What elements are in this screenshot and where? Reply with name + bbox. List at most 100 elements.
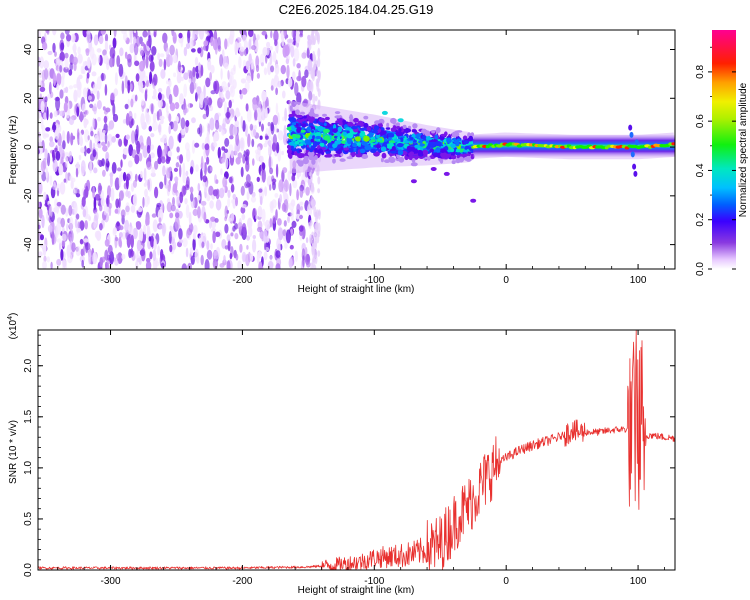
noise-speckle: [101, 190, 104, 200]
tone-blob: [289, 105, 293, 111]
noise-speckle: [168, 113, 172, 123]
noise-speckle: [64, 30, 70, 35]
tone-blob: [442, 153, 450, 160]
noise-speckle: [136, 140, 141, 155]
tone-blob: [291, 125, 295, 131]
noise-speckle: [274, 63, 280, 76]
noise-speckle: [265, 219, 270, 231]
noise-speckle: [59, 242, 62, 251]
noise-speckle: [269, 52, 273, 65]
noise-speckle: [104, 33, 109, 42]
noise-speckle: [166, 167, 172, 179]
tone-blob: [294, 141, 300, 145]
noise-speckle: [154, 186, 159, 199]
noise-speckle: [212, 38, 218, 51]
noise-speckle: [56, 258, 62, 266]
noise-speckle: [291, 174, 296, 182]
tone-blob: [431, 130, 436, 134]
noise-speckle: [143, 43, 147, 52]
noise-speckle: [249, 123, 254, 131]
noise-speckle: [282, 90, 286, 99]
noise-speckle: [229, 252, 233, 260]
noise-speckle: [100, 30, 106, 35]
noise-speckle: [235, 196, 238, 207]
noise-speckle: [204, 259, 210, 269]
noise-speckle: [239, 89, 242, 95]
noise-speckle: [68, 69, 73, 76]
colorbar-ticks: 0.0 0.2 0.4 0.6 0.8: [695, 46, 736, 276]
tone-blob: [303, 155, 309, 159]
noise-speckle: [246, 109, 252, 123]
noise-speckle: [230, 150, 234, 159]
noise-speckle: [80, 147, 85, 154]
noise-speckle: [160, 262, 165, 269]
noise-speckle: [230, 85, 236, 98]
noise-speckle: [206, 35, 211, 41]
noise-speckle: [51, 231, 55, 246]
noise-speckle: [78, 154, 82, 161]
noise-speckle: [174, 216, 180, 230]
spectrogram-y-tick-label: -20: [23, 188, 34, 203]
tone-blob: [422, 135, 427, 140]
noise-speckle: [104, 239, 110, 247]
noise-speckle: [173, 167, 179, 172]
noise-speckle: [304, 69, 309, 78]
noise-speckle: [185, 142, 190, 151]
noise-speckle: [253, 128, 257, 137]
noise-speckle: [140, 228, 144, 242]
noise-speckle: [230, 67, 236, 75]
noise-speckle: [245, 103, 249, 112]
snr-y-tick-label: 2.0: [23, 358, 34, 372]
tone-blob: [451, 131, 458, 138]
noise-speckle: [68, 233, 73, 241]
spectrogram-x-tick-label: -100: [364, 275, 384, 286]
noise-speckle: [124, 51, 128, 59]
noise-speckle: [192, 232, 196, 240]
noise-speckle: [212, 230, 216, 244]
tone-blob: [290, 145, 294, 150]
noise-speckle: [240, 115, 243, 129]
noise-speckle: [49, 112, 53, 119]
tone-blob: [409, 137, 414, 140]
noise-speckle: [285, 229, 291, 244]
noise-speckle: [239, 137, 245, 152]
noise-speckle: [152, 249, 157, 262]
tone-blob: [370, 139, 376, 143]
snr-y-tick-label: 1.5: [23, 409, 34, 423]
noise-speckle: [292, 71, 296, 81]
noise-speckle: [107, 125, 111, 131]
tone-blob: [342, 131, 347, 136]
noise-speckle: [256, 251, 260, 264]
noise-speckle: [283, 124, 287, 137]
noise-speckle: [150, 172, 156, 178]
tone-blob: [435, 147, 441, 153]
noise-speckle: [62, 130, 66, 142]
noise-speckle: [294, 82, 299, 97]
noise-speckle: [200, 64, 204, 77]
noise-speckle: [96, 100, 102, 110]
noise-speckle: [245, 123, 248, 137]
noise-speckle: [68, 150, 73, 163]
noise-speckle: [68, 116, 75, 126]
noise-speckle: [105, 158, 110, 172]
colorbar-tick-label: 0.6: [695, 114, 706, 128]
tone-blob: [359, 130, 366, 137]
noise-speckle: [162, 165, 166, 177]
noise-speckle: [46, 106, 49, 121]
noise-edge-speckle: [311, 200, 315, 209]
noise-speckle: [82, 208, 87, 218]
noise-speckle: [298, 225, 304, 232]
spectrogram-x-tick-label: 0: [503, 275, 509, 286]
noise-speckle: [185, 247, 189, 258]
noise-speckle: [235, 253, 239, 261]
noise-speckle: [240, 206, 246, 214]
noise-speckle: [96, 90, 100, 100]
noise-edge-speckle: [317, 176, 321, 185]
noise-speckle: [78, 74, 83, 80]
noise-speckle: [81, 259, 84, 268]
tone-blob: [463, 149, 469, 153]
noise-speckle: [209, 71, 213, 81]
noise-speckle: [45, 166, 48, 179]
noise-speckle: [56, 72, 62, 86]
noise-speckle: [65, 156, 69, 168]
